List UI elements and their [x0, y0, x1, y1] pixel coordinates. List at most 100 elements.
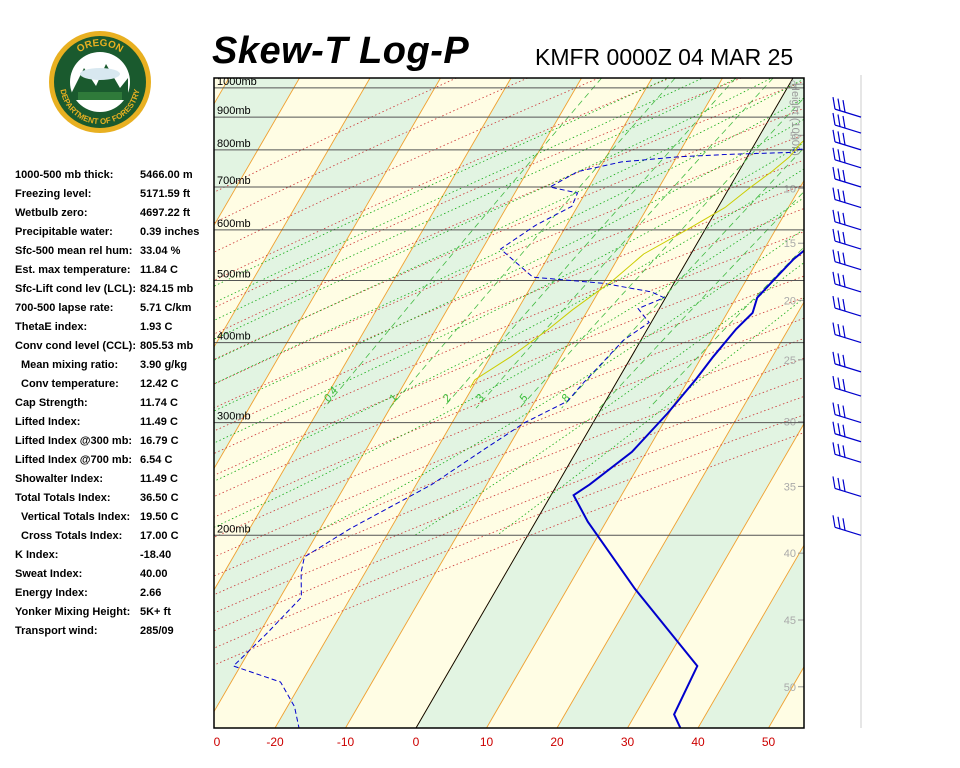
isotherm-line [214, 78, 230, 105]
isobar-label: 700mb [217, 175, 251, 187]
wind-barb-flag [837, 273, 841, 286]
wind-barb-flag [832, 295, 836, 309]
index-row: Freezing level: 5171.59 ft [15, 185, 225, 204]
wind-barb [832, 147, 862, 169]
x-tick-label: 40 [691, 735, 705, 749]
index-label: K Index: [15, 549, 59, 561]
wind-barb-flag [837, 230, 841, 243]
wind-barb-flag [837, 323, 841, 337]
wind-barb [832, 295, 862, 317]
mixing-ratio-line [561, 147, 804, 409]
wind-barb-flag [837, 168, 841, 181]
wind-barb-flag [837, 423, 841, 436]
wind-barb-flag [837, 403, 841, 417]
wind-barb [832, 187, 862, 209]
index-label: 1000-500 mb thick: [15, 169, 114, 181]
index-row: 700-500 lapse rate: 5.71 C/km [15, 299, 225, 318]
index-label: Showalter Index: [15, 473, 104, 485]
wind-barb-flag [832, 322, 836, 335]
index-value: 11.84 C [140, 264, 178, 276]
index-label: Energy Index: [15, 587, 88, 599]
wind-barb [832, 97, 862, 118]
wind-barb-flag [842, 100, 846, 113]
isotherm-line [839, 78, 960, 728]
wind-barb-flag [842, 132, 846, 145]
dewpoint-profile-line [232, 148, 804, 728]
index-row: Transport wind: 285/09 [15, 622, 225, 641]
index-row: Mean mixing ratio: 3.90 g/kg [15, 356, 225, 375]
wind-barb-staff [834, 413, 862, 424]
isotherm-line [0, 78, 159, 728]
wind-barb-flag [842, 298, 846, 312]
isobar-label: 300mb [217, 411, 251, 423]
wind-barb-flag [832, 187, 836, 200]
wind-barb-staff [834, 178, 862, 188]
wind-barb-flag [837, 114, 841, 127]
mixing-ratio-line [599, 191, 804, 409]
isotherm-line [214, 78, 582, 713]
mixing-ratio-label: 1 [387, 392, 400, 404]
temperature-profile-line [572, 249, 804, 728]
wind-barb-staff [834, 221, 862, 231]
index-value: 11.49 C [140, 473, 178, 485]
index-value: 11.74 C [140, 397, 178, 409]
wind-barb-staff [834, 526, 862, 536]
isotherm-line [214, 78, 371, 348]
wind-barb-flag [842, 252, 846, 265]
index-label: Sweat Index: [15, 568, 83, 580]
index-label: Lifted Index @300 mb: [15, 435, 133, 447]
index-value: 824.15 mb [140, 283, 194, 295]
isotherm-line [345, 78, 723, 728]
isotherm-line [214, 78, 300, 227]
chart-title: Skew-T Log-P [212, 30, 470, 72]
index-row: Lifted Index: 11.49 C [15, 413, 225, 432]
wind-barb-staff [834, 283, 862, 293]
wind-barb-staff [834, 307, 862, 317]
dry-adiabat [214, 253, 804, 498]
height-tick-label: 35 [784, 481, 796, 493]
index-row: Showalter Index: 11.49 C [15, 470, 225, 489]
wind-barb-flag [842, 479, 846, 492]
wind-barb-flag [837, 477, 841, 491]
mixing-ratio-line [475, 78, 774, 409]
wind-barb-flag [842, 445, 846, 458]
index-value: 805.53 mb [140, 340, 194, 352]
height-tick-label: 5 [790, 130, 796, 142]
isotherm-line [556, 301, 804, 728]
height-tick-label: 15 [784, 238, 796, 250]
index-value: 6.54 C [140, 454, 173, 466]
wind-barb-flag [832, 97, 836, 110]
moist-adiabat [214, 97, 804, 385]
wind-barb-flag [842, 378, 846, 392]
wind-barb-flag [832, 375, 836, 389]
wind-barb [832, 322, 862, 344]
wind-barb [832, 442, 862, 463]
mixing-ratio-line [519, 97, 804, 409]
index-value: 36.50 C [140, 492, 179, 504]
wind-barb-flag [842, 405, 846, 418]
index-value: 0.39 inches [140, 226, 200, 238]
isotherm-line [214, 78, 441, 470]
isobar-label: 600mb [217, 218, 251, 230]
index-row: Energy Index: 2.66 [15, 584, 225, 603]
index-value: 5466.00 m [140, 169, 193, 181]
wind-barb-flag [837, 211, 841, 224]
wind-barb [832, 515, 862, 536]
isotherm-band [275, 78, 723, 728]
index-value: 11.49 C [140, 416, 178, 428]
wind-barb [832, 402, 862, 424]
wind-barb-flag [832, 129, 836, 142]
index-label: Conv cond level (CCL): [15, 340, 137, 352]
moist-adiabat [214, 142, 804, 444]
wind-barb-flag [842, 424, 846, 437]
wind-barb [832, 112, 862, 134]
wind-barb-flag [832, 209, 836, 222]
wind-barb-flag [842, 231, 846, 245]
index-label: Conv temperature: [21, 378, 119, 390]
wind-barb-flag [837, 353, 841, 366]
wind-barb-flag [837, 297, 841, 310]
height-tick-label: 0 [790, 79, 796, 91]
index-row: Cross Totals Index: 17.00 C [15, 527, 225, 546]
index-value: 2.66 [140, 587, 162, 599]
